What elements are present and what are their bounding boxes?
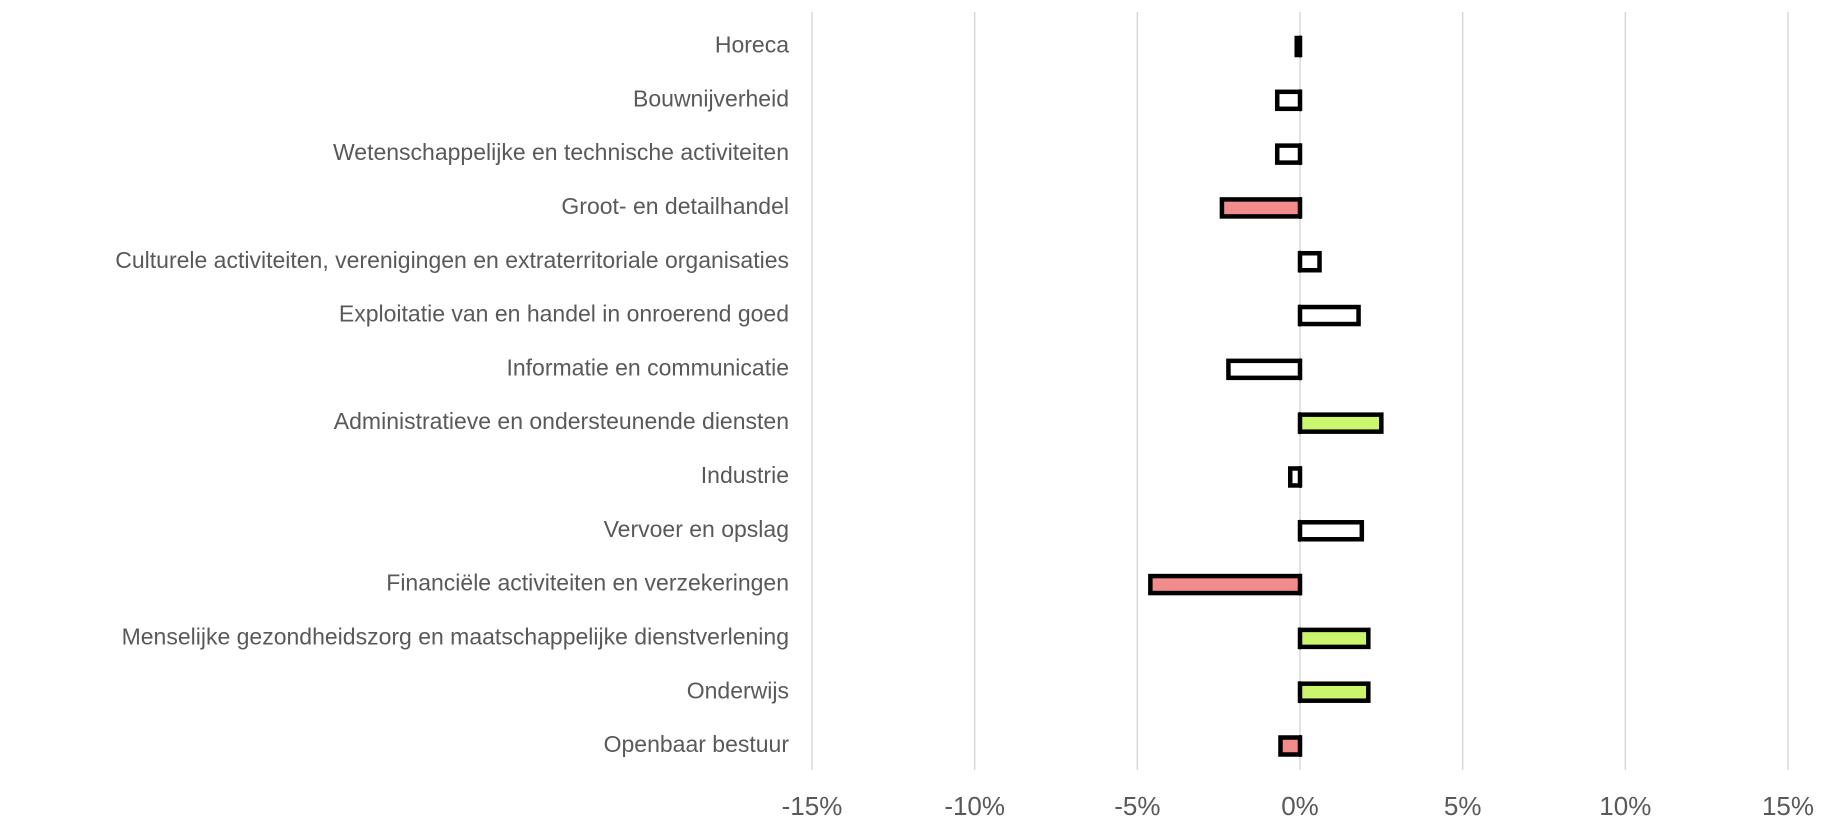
bar xyxy=(1297,520,1365,542)
y-tick-label: Openbaar bestuur xyxy=(604,731,790,757)
y-tick-label: Culturele activiteiten, verenigingen en … xyxy=(115,247,789,273)
y-tick-label: Informatie en communicatie xyxy=(506,354,789,380)
bar xyxy=(1297,681,1371,703)
x-tick-label: 10% xyxy=(1599,791,1651,821)
y-tick-label: Groot- en detailhandel xyxy=(561,193,789,219)
y-tick-label: Financiële activiteiten en verzekeringen xyxy=(386,570,789,596)
bar xyxy=(1148,573,1303,596)
bar xyxy=(1294,35,1303,58)
bar xyxy=(1219,197,1303,219)
bar xyxy=(1297,627,1371,650)
y-tick-label: Exploitatie van en handel in onroerend g… xyxy=(339,301,789,327)
x-tick-label: 15% xyxy=(1762,791,1814,821)
bar xyxy=(1274,143,1303,165)
y-tick-label: Menselijke gezondheidszorg en maatschapp… xyxy=(122,623,789,649)
x-tick-label: 5% xyxy=(1444,791,1482,821)
y-tick-label: Wetenschappelijke en technische activite… xyxy=(333,139,789,165)
y-tick-label: Horeca xyxy=(715,32,789,58)
bar xyxy=(1287,466,1303,488)
x-tick-label: -15% xyxy=(782,791,843,821)
y-tick-label: Administratieve en ondersteunende dienst… xyxy=(334,408,789,434)
y-tick-label: Vervoer en opslag xyxy=(604,516,789,542)
x-tick-label: 0% xyxy=(1281,791,1319,821)
bar xyxy=(1278,735,1303,757)
bar xyxy=(1297,412,1384,434)
bar xyxy=(1297,304,1361,327)
y-tick-label: Industrie xyxy=(701,462,789,488)
y-tick-label: Onderwijs xyxy=(687,677,789,703)
bar xyxy=(1226,358,1303,381)
y-tick-label: Bouwnijverheid xyxy=(633,85,789,111)
x-tick-label: -10% xyxy=(944,791,1005,821)
bar xyxy=(1274,89,1303,112)
x-tick-label: -5% xyxy=(1114,791,1160,821)
bar xyxy=(1297,250,1322,273)
